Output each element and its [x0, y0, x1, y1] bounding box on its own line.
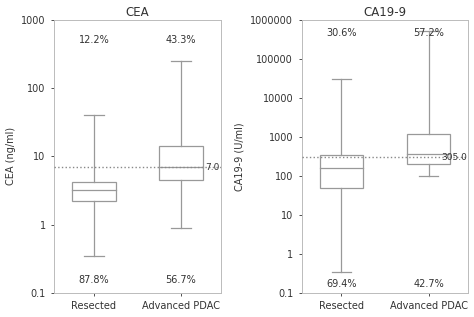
Title: CEA: CEA	[126, 6, 149, 19]
Bar	[159, 146, 203, 180]
Text: 43.3%: 43.3%	[166, 35, 196, 45]
Text: 12.2%: 12.2%	[79, 35, 109, 45]
Text: 7.0: 7.0	[205, 163, 219, 171]
Title: CA19-9: CA19-9	[364, 6, 407, 19]
Text: 56.7%: 56.7%	[165, 275, 196, 285]
Bar	[319, 155, 363, 188]
Y-axis label: CEA (ng/ml): CEA (ng/ml)	[6, 127, 16, 185]
Text: 87.8%: 87.8%	[79, 275, 109, 285]
Text: 69.4%: 69.4%	[326, 279, 357, 289]
Text: 57.2%: 57.2%	[413, 29, 444, 38]
Bar	[72, 182, 116, 201]
Text: 305.0: 305.0	[441, 152, 467, 162]
Text: 42.7%: 42.7%	[413, 279, 444, 289]
Y-axis label: CA19-9 (U/ml): CA19-9 (U/ml)	[235, 122, 245, 191]
Bar	[407, 134, 450, 164]
Text: 30.6%: 30.6%	[326, 29, 357, 38]
